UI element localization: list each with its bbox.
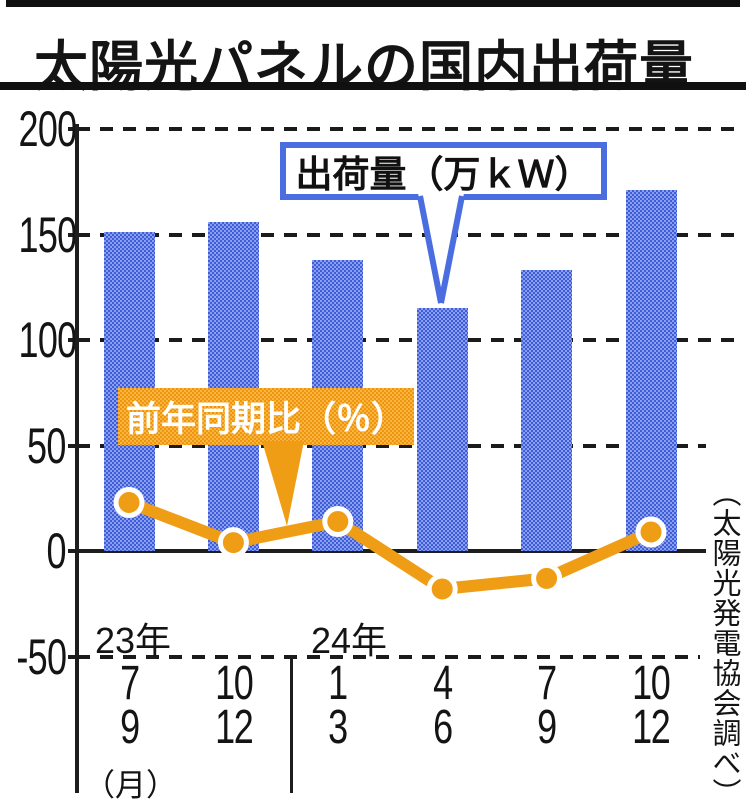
y-tick-label-50: 50 [27,417,66,474]
bar-10-12 [625,190,677,551]
y-tick-label-150: 150 [18,206,78,263]
line-series-callout: 前年同期比（％） [118,388,414,445]
zero-axis-line [77,549,706,553]
gridline-100 [77,338,737,342]
year-divider-line [290,657,293,793]
y-axis-tick-50 [68,443,77,448]
title-top-rule [6,0,740,7]
y-axis-tick--50 [68,654,77,659]
y-tick-label-100: 100 [18,312,78,368]
bar-7-9 [521,270,573,551]
y-tick-label--50: -50 [16,628,67,685]
gridline--50 [77,654,700,659]
gridline-150 [77,232,737,237]
bar-10-12 [207,221,259,551]
gridline-200 [77,127,737,131]
gridline-50 [77,443,706,448]
line-series-callout-label: 前年同期比（％） [125,400,406,439]
x-label-10-12: 10 12 [214,657,254,754]
y-tick-label-200: 200 [18,101,78,157]
title-bottom-rule [0,82,746,90]
y-axis-tick-100 [68,338,77,342]
year-label-24: 24年 [311,620,388,661]
y-axis-tick-200 [68,127,77,131]
x-label-10-12: 10 12 [632,657,671,754]
y-axis-tick-0 [68,549,77,553]
bar-series-callout: 出荷量（万ｋＷ） [280,142,607,200]
source-note: （太陽光発電協会調べ） [708,478,740,800]
y-axis-tick-150 [68,232,77,237]
month-unit-label: （月） [84,768,177,800]
bar-4-6 [416,308,468,551]
bar-series-callout-label: 出荷量（万ｋＷ） [295,154,592,195]
y-tick-label-0: 0 [46,523,67,579]
y-axis-line [75,124,79,793]
year-label-23: 23年 [95,620,172,661]
